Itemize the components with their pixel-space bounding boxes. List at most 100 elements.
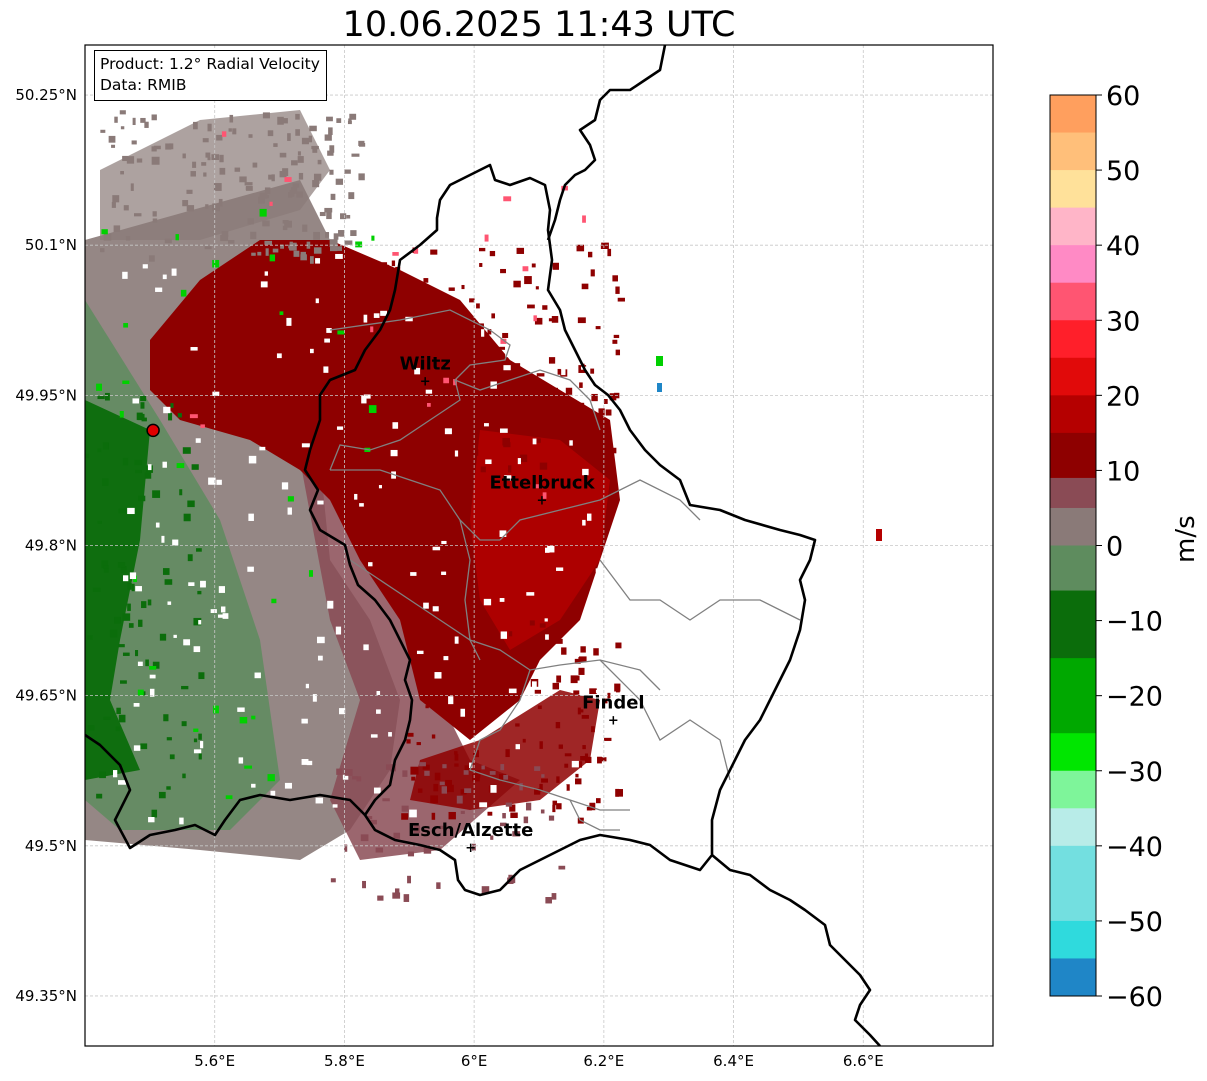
velocity-pixel — [426, 403, 431, 407]
velocity-pixel — [612, 339, 618, 344]
velocity-pixel — [552, 428, 560, 436]
velocity-pixel — [251, 252, 256, 256]
velocity-pixel — [92, 587, 101, 592]
velocity-pixel — [248, 455, 257, 464]
velocity-pixel — [207, 123, 212, 132]
velocity-pixel — [135, 650, 139, 657]
velocity-pixel — [309, 125, 317, 132]
velocity-pixel — [220, 606, 226, 613]
velocity-pixel — [363, 314, 368, 323]
velocity-pixel — [264, 271, 268, 276]
velocity-pixel — [552, 262, 559, 270]
velocity-pixel — [394, 888, 400, 894]
velocity-pixel — [587, 382, 594, 388]
velocity-pixel — [259, 446, 266, 451]
velocity-pixel — [540, 809, 545, 814]
velocity-pixel — [439, 683, 445, 691]
colorbar-segment — [1050, 590, 1096, 659]
velocity-pixel — [527, 304, 535, 309]
canton-borders — [329, 309, 801, 831]
velocity-pixel — [168, 412, 173, 421]
velocity-pixel — [225, 795, 233, 800]
y-tick-label: 50.1°N — [25, 236, 77, 254]
velocity-pixel — [166, 737, 172, 741]
velocity-pixel — [358, 140, 365, 146]
velocity-pixel — [534, 689, 541, 694]
velocity-pixel — [221, 131, 227, 137]
velocity-pixel — [472, 774, 480, 782]
velocity-pixel — [319, 211, 326, 217]
velocity-pixel — [460, 789, 467, 795]
velocity-pixel — [297, 151, 301, 156]
velocity-pixel — [401, 319, 408, 325]
velocity-pixel — [85, 453, 90, 459]
velocity-pixel — [432, 606, 439, 612]
velocity-pixel — [551, 893, 557, 900]
velocity-pixel — [181, 721, 187, 727]
velocity-field-red-streaks — [410, 690, 600, 810]
velocity-pixel — [123, 323, 129, 328]
velocity-pixel — [589, 688, 597, 695]
velocity-pixel — [600, 244, 609, 249]
velocity-pixel — [525, 802, 532, 811]
velocity-pixel — [416, 323, 424, 330]
velocity-pixel — [183, 513, 191, 522]
velocity-pixel — [97, 520, 102, 524]
colorbar-tick-label: −30 — [1106, 757, 1163, 788]
velocity-pixel — [491, 313, 496, 319]
velocity-pixel — [271, 598, 277, 604]
velocity-pixel — [118, 644, 125, 648]
velocity-pixel — [362, 880, 367, 889]
velocity-pixel — [329, 243, 338, 252]
colorbar-segment — [1050, 770, 1096, 809]
velocity-pixel — [555, 638, 563, 644]
velocity-pixel — [190, 347, 198, 351]
velocity-pixel — [510, 812, 518, 819]
velocity-pixel — [213, 183, 222, 191]
colorbar-segment — [1050, 432, 1096, 479]
velocity-pixel — [460, 708, 466, 717]
velocity-pixel — [499, 530, 507, 537]
velocity-pixel — [402, 770, 408, 777]
velocity-pixel — [548, 357, 556, 364]
velocity-pixel — [136, 158, 143, 163]
colorbar-segment — [1050, 395, 1096, 434]
y-tick-labels: 50.25°N 50.1°N 49.95°N 49.8°N 49.65°N 49.5°N 4… — [15, 86, 77, 1005]
velocity-pixel — [526, 592, 535, 596]
velocity-pixel — [276, 353, 282, 359]
x-tick-labels: 5.6°E 5.8°E 6°E 6.2°E 6.4°E 6.6°E — [194, 1052, 883, 1070]
velocity-pixel — [120, 171, 124, 175]
velocity-pixel — [444, 643, 453, 652]
colorbar-segment — [1050, 207, 1096, 246]
velocity-pixel — [615, 788, 620, 797]
velocity-pixel — [135, 586, 142, 592]
velocity-pixel — [420, 432, 426, 441]
velocity-pixel — [500, 631, 508, 639]
velocity-pixel — [539, 623, 546, 628]
city-label: Esch/Alzette — [408, 820, 533, 841]
velocity-pixel — [445, 701, 453, 708]
product-label: Product: 1.2° Radial Velocity — [100, 55, 320, 73]
velocity-pixel — [423, 278, 429, 283]
velocity-pixel — [434, 672, 442, 679]
velocity-pixel — [562, 785, 567, 791]
velocity-pixel — [119, 410, 124, 418]
colorbar-tick-label: 0 — [1106, 532, 1123, 563]
colorbar-segment — [1050, 507, 1096, 546]
velocity-pixel — [464, 765, 470, 772]
velocity-pixel — [315, 797, 324, 804]
velocity-pixel — [617, 297, 625, 302]
velocity-pixel — [373, 313, 380, 318]
velocity-pixel — [576, 244, 585, 252]
velocity-pixel — [97, 396, 105, 400]
velocity-pixel — [450, 312, 454, 319]
velocity-pixel — [312, 146, 318, 153]
velocity-pixel — [288, 192, 293, 198]
velocity-pixel — [329, 169, 334, 175]
velocity-pixel — [301, 718, 308, 724]
data-source-label: Data: RMIB — [100, 76, 187, 94]
velocity-pixel — [182, 447, 191, 454]
velocity-pixel — [218, 586, 225, 593]
velocity-pixel — [426, 381, 432, 387]
